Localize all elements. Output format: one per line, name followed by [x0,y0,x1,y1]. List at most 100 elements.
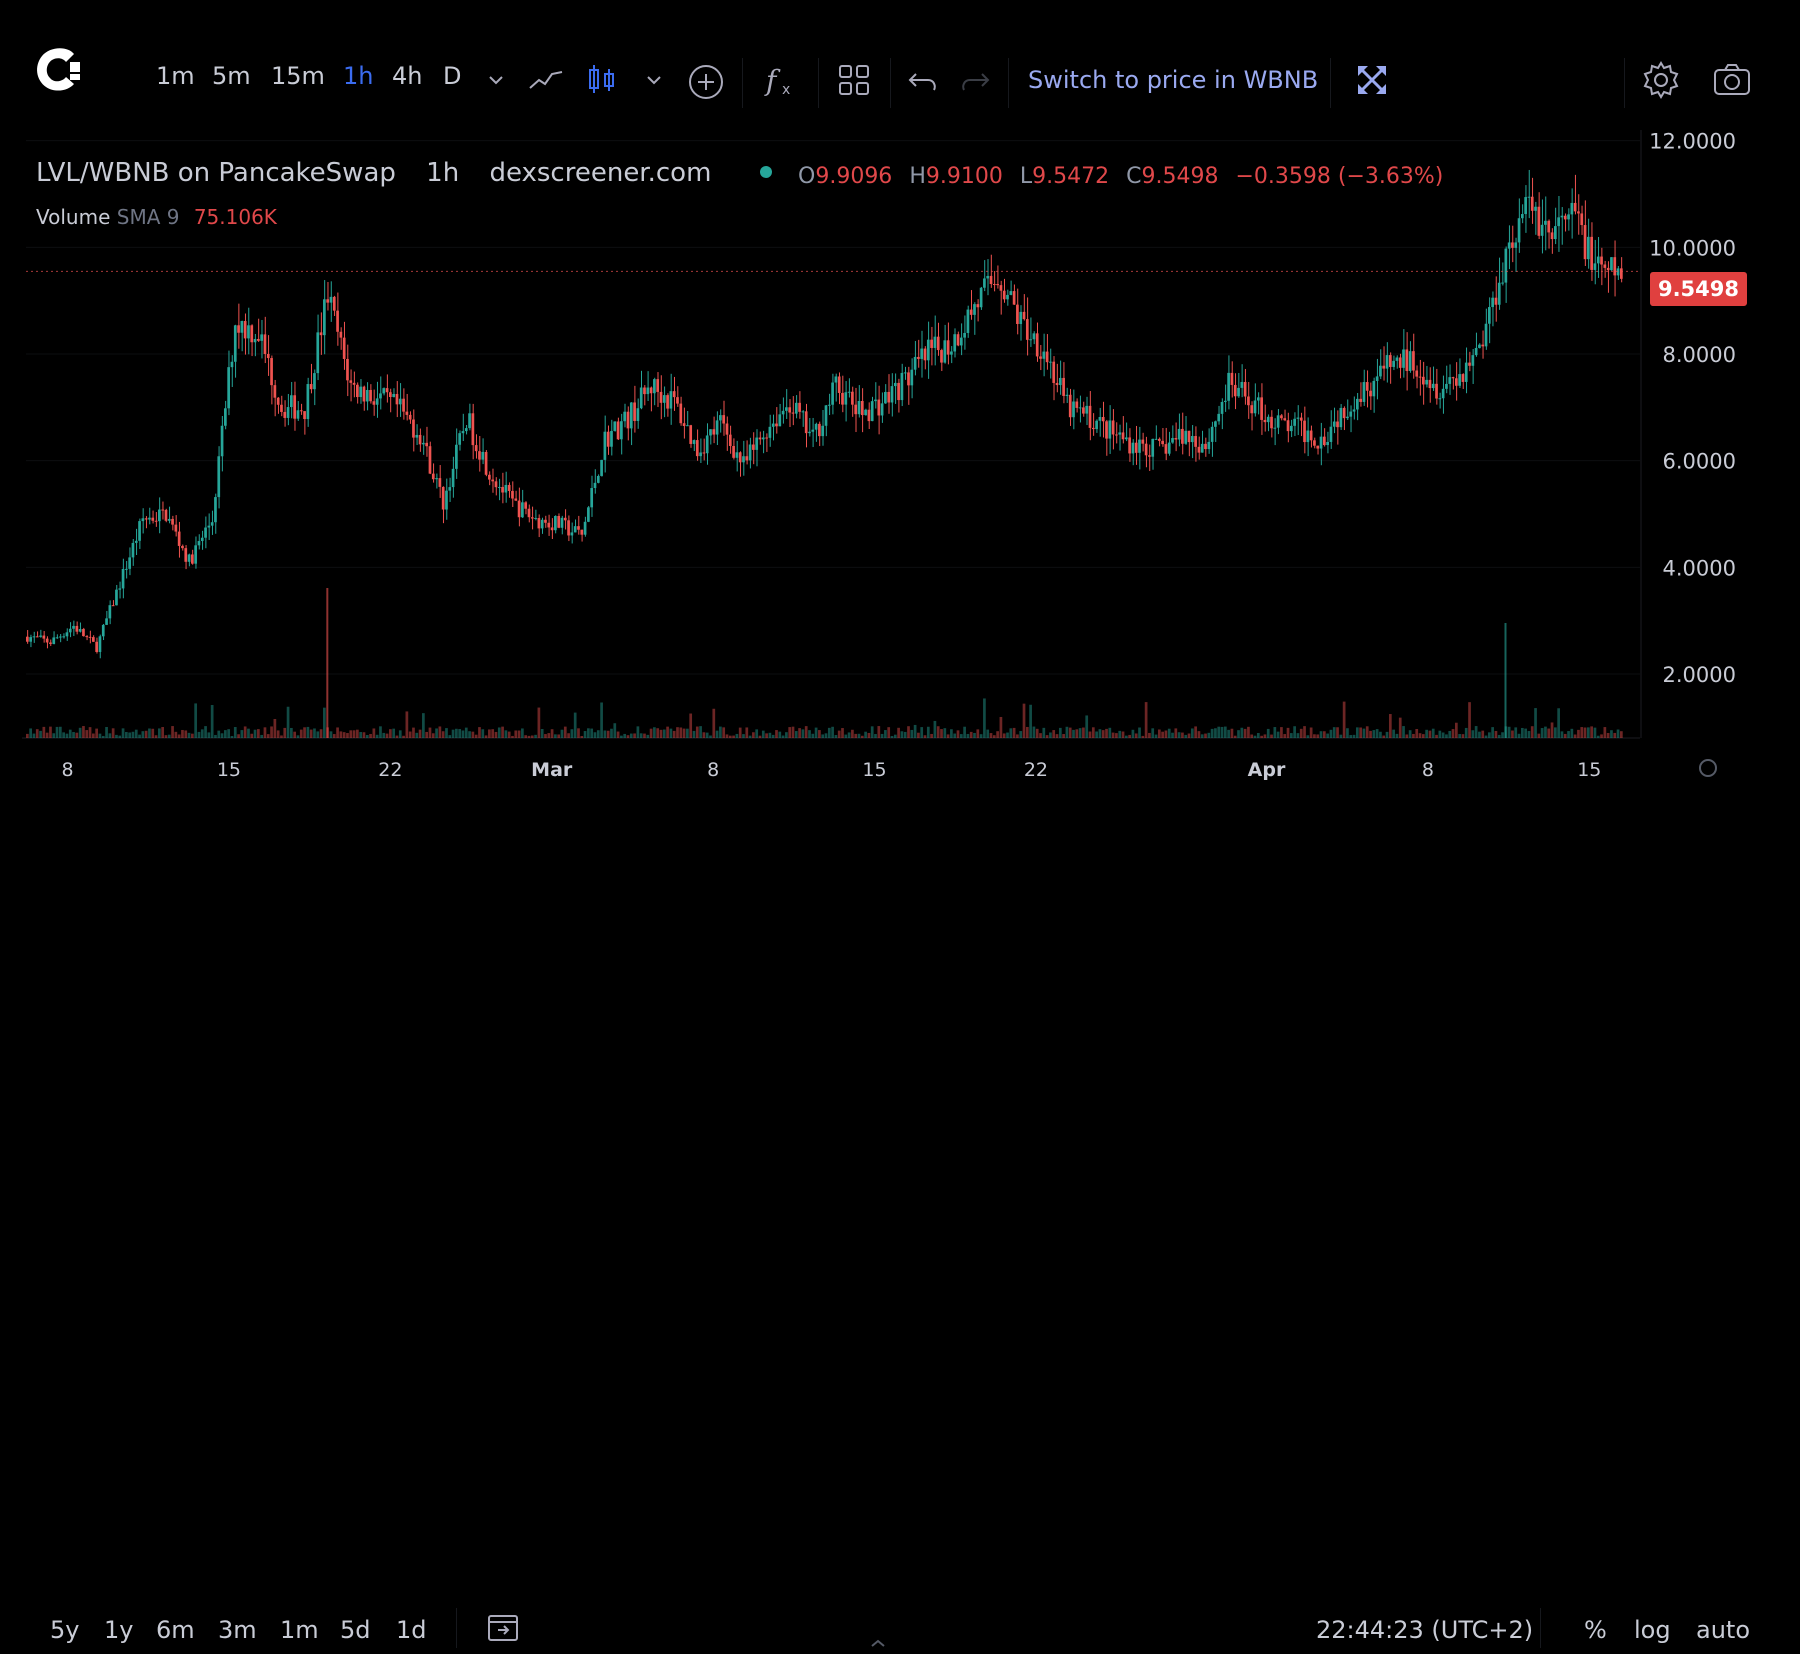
candle-body [1392,360,1395,367]
candle-body [554,515,557,531]
volume-bar [834,734,838,738]
volume-bar [217,730,221,738]
volume-label: Volume [36,205,111,229]
timeframe-d[interactable]: D [443,62,462,90]
range-1y[interactable]: 1y [104,1616,134,1644]
settings-gear-icon[interactable] [1641,60,1681,100]
volume-bar [524,735,528,738]
candle-body [870,401,874,422]
chart-type-dropdown-chevron-icon[interactable] [634,60,674,100]
auto-scale-toggle[interactable]: auto [1696,1616,1751,1644]
timeframe-dropdown-chevron-icon[interactable] [476,60,516,100]
add-compare-icon[interactable] [686,60,726,100]
go-to-date-icon[interactable] [484,1608,524,1648]
candle-body [286,407,290,418]
volume-bar [290,727,293,738]
redo-icon[interactable] [956,60,996,100]
volume-bar [319,729,323,738]
volume-bar [702,732,706,738]
candle-body [867,409,871,422]
indicators-fx-icon[interactable]: f x [760,60,800,100]
volume-bar [1256,733,1260,738]
candle-body [266,353,270,359]
volume-bar [818,730,821,738]
candle-body [1124,437,1128,440]
volume-bar [705,732,709,738]
candle-body [788,407,792,413]
volume-bar [1286,727,1290,738]
candle-body [1309,430,1313,441]
clock-timezone[interactable]: 22:44:23 (UTC+2) [1316,1616,1534,1644]
candle-body [1151,438,1155,457]
volume-bar [1217,726,1221,738]
volume-bar [913,724,917,738]
timeframe-1h[interactable]: 1h [343,62,374,90]
volume-bar [732,735,735,738]
volume-bar [847,732,851,738]
candle-body [131,542,135,558]
price-chart[interactable]: 12.0000 10.0000 8.0000 6.0000 4.0000 2.0000 8 1… [0,130,1800,790]
volume-bar [613,723,617,738]
timeframe-15m[interactable]: 15m [271,62,325,90]
volume-bar [1105,728,1108,738]
range-5d[interactable]: 5d [340,1616,371,1644]
volume-bar [963,726,966,738]
candle-body [884,391,887,404]
camera-snapshot-icon[interactable] [1712,60,1752,100]
layout-grid-icon[interactable] [834,60,874,100]
pair-title: LVL/WBNB on PancakeSwap [36,158,396,188]
volume-bar [903,731,907,738]
range-1m[interactable]: 1m [280,1616,319,1644]
volume-bar [111,728,115,738]
collapse-chevron-up-icon[interactable] [860,1634,896,1654]
percent-scale-toggle[interactable]: % [1584,1616,1607,1644]
volume-bar [1250,734,1254,738]
candle-body [1481,344,1485,347]
volume-bar [504,730,508,738]
volume-bar [154,735,158,738]
candle-body [1431,383,1435,389]
line-chart-icon[interactable] [526,60,566,100]
volume-bar [517,730,521,738]
volume-bar [890,735,894,738]
candle-body [494,481,498,488]
volume-bar [1128,734,1131,738]
volume-bar [676,727,679,738]
switch-price-button[interactable]: Switch to price in WBNB [1028,66,1319,94]
range-5y[interactable]: 5y [50,1616,80,1644]
volume-bar [936,726,940,738]
candle-body [1547,220,1551,233]
candle-body [623,411,627,422]
timeframe-4h[interactable]: 4h [392,62,423,90]
timeframe-5m[interactable]: 5m [212,62,251,90]
volume-bar [686,728,689,738]
candle-body [682,423,686,427]
volume-bar [636,726,640,738]
volume-bar [105,726,108,738]
candle-body [1227,372,1230,401]
candle-body [247,325,250,339]
volume-bar [121,728,125,738]
candle-body [210,522,214,526]
candle-body [1339,407,1343,428]
candle-body [85,636,89,638]
toolbar-divider [818,58,819,108]
undo-icon[interactable] [902,60,942,100]
timeframe-1m[interactable]: 1m [156,62,195,90]
candle-body [1537,206,1541,236]
candle-body [313,373,316,390]
volume-bar [870,726,874,738]
range-3m[interactable]: 3m [218,1616,257,1644]
fullscreen-icon[interactable] [1352,60,1392,100]
volume-bar [514,730,518,738]
log-scale-toggle[interactable]: log [1634,1616,1671,1644]
range-1d[interactable]: 1d [396,1616,427,1644]
volume-bar [1187,733,1191,738]
candle-body [1567,214,1570,220]
volume-bar [877,726,881,738]
range-6m[interactable]: 6m [156,1616,195,1644]
volume-bar [715,730,719,738]
candlestick-icon[interactable] [582,60,622,100]
volume-bar [1580,727,1584,738]
candle-body [1408,351,1412,371]
